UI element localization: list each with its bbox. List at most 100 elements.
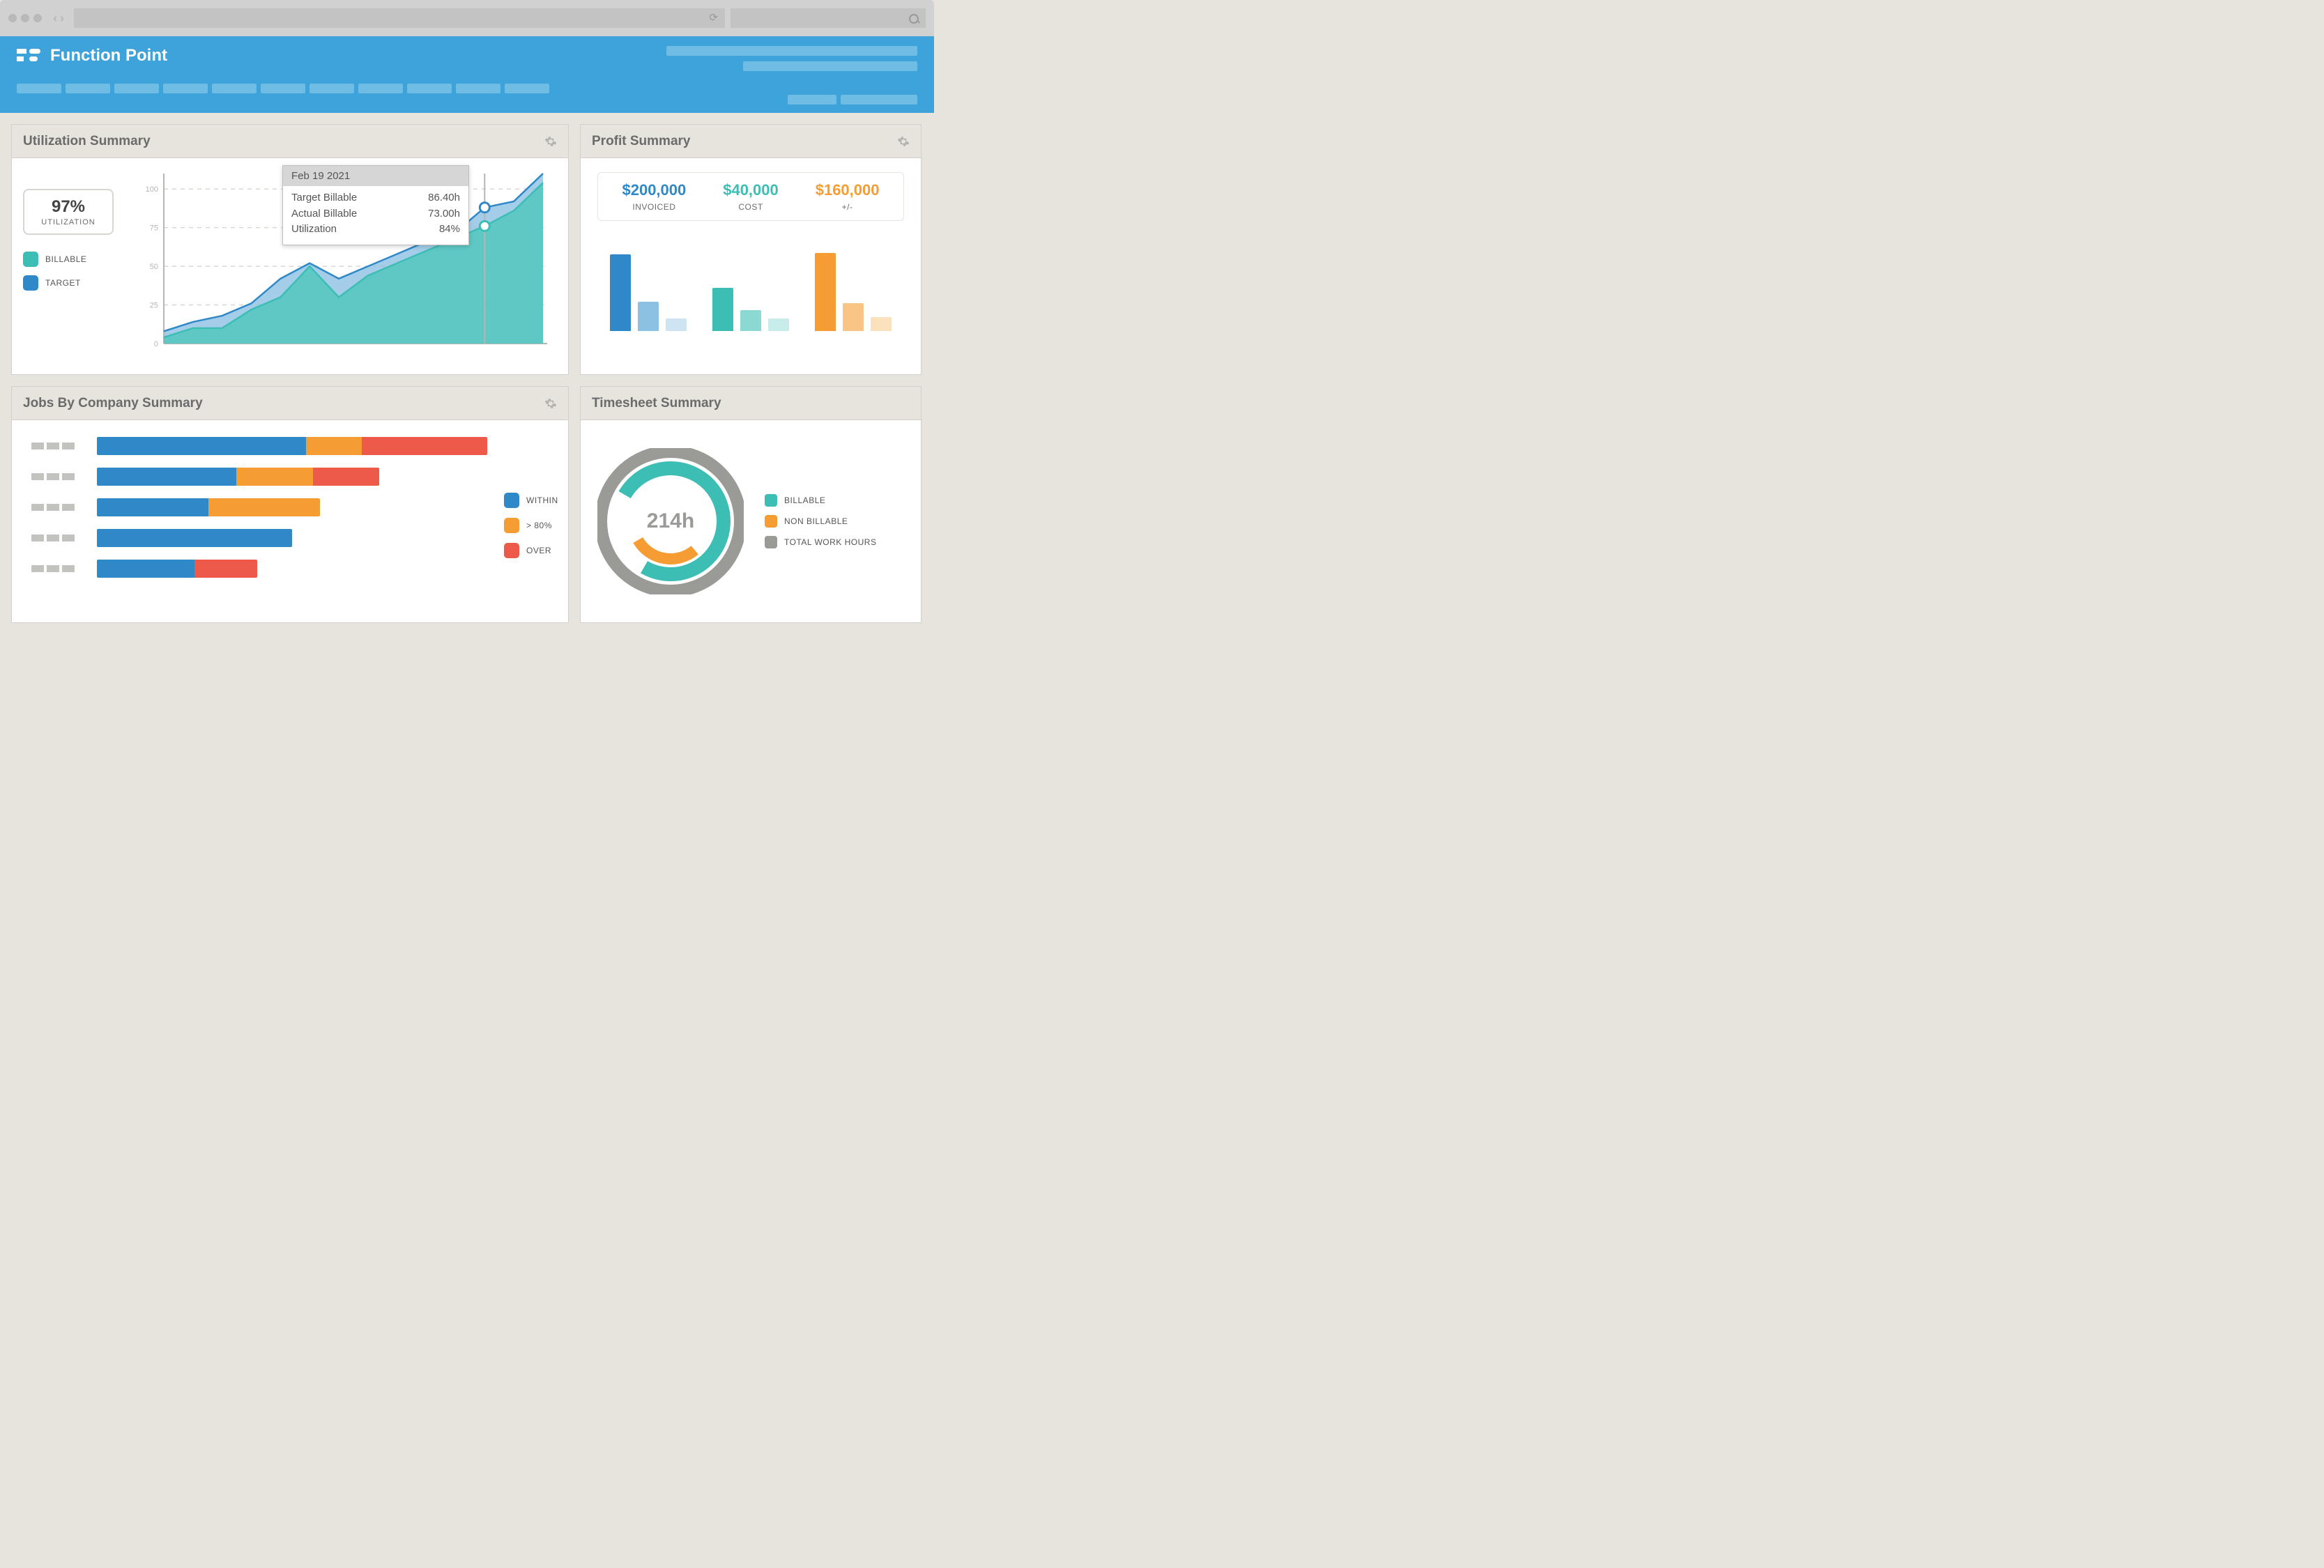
timesheet-donut: 214h [597, 448, 744, 594]
address-bar[interactable] [74, 8, 725, 28]
nav-tab[interactable] [66, 84, 110, 93]
nav-tab[interactable] [309, 84, 354, 93]
legend-item: BILLABLE [23, 252, 135, 267]
primary-nav[interactable] [17, 84, 917, 93]
panel-header: Profit Summary [581, 125, 921, 158]
stat-label: INVOICED [622, 202, 686, 212]
tooltip-row: Target Billable 86.40h [291, 190, 460, 206]
browser-chrome: ‹ › [0, 0, 934, 36]
tooltip-row-value: 86.40h [428, 190, 460, 206]
job-bar [97, 529, 292, 547]
utilization-badge: 97% UTILIZATION [23, 189, 114, 235]
utilization-chart: 0 25 50 75 100 Feb 19 2021 Target Billable 86… [143, 169, 557, 363]
gear-icon[interactable] [544, 135, 557, 148]
job-bar [97, 468, 379, 486]
panel-title: Profit Summary [592, 134, 690, 149]
nav-tab[interactable] [456, 84, 500, 93]
legend-item: TOTAL WORK HOURS [765, 536, 876, 548]
legend-color-chip [504, 518, 519, 533]
job-bar [97, 437, 487, 455]
forward-icon[interactable]: › [60, 11, 64, 26]
nav-tab[interactable] [505, 84, 549, 93]
stat-label: +/- [816, 202, 880, 212]
nav-tab[interactable] [17, 84, 61, 93]
job-row [31, 560, 487, 578]
svg-text:25: 25 [150, 302, 158, 310]
stat-value: $40,000 [723, 181, 779, 199]
jobs-legend: WITHIN > 80% OVER [504, 493, 558, 611]
legend-item: > 80% [504, 518, 558, 533]
company-label-placeholder [31, 535, 87, 541]
timesheet-body: 214h BILLABLE NON BILLABLE TOTAL WORK HOUR… [581, 420, 921, 622]
job-row [31, 498, 487, 516]
profit-bar [843, 303, 864, 331]
job-bar-segment [208, 498, 320, 516]
nav-tab[interactable] [163, 84, 208, 93]
company-label-placeholder [31, 565, 87, 572]
dashboard-grid: Utilization Summary 97% UTILIZATION BILL… [0, 113, 934, 634]
svg-text:75: 75 [150, 224, 158, 233]
utilization-panel: Utilization Summary 97% UTILIZATION BILL… [11, 124, 569, 375]
stat-value: $200,000 [622, 181, 686, 199]
window-dot[interactable] [33, 14, 42, 22]
profit-bar [712, 288, 733, 331]
legend-label: > 80% [526, 521, 552, 530]
stat-label: COST [723, 202, 779, 212]
legend-item: BILLABLE [765, 494, 876, 507]
profit-bar [768, 318, 789, 331]
jobs-rows [31, 437, 487, 611]
job-bar-segment [236, 468, 313, 486]
nav-tab[interactable] [407, 84, 452, 93]
browser-back-forward[interactable]: ‹ › [53, 11, 64, 26]
legend-color-chip [765, 515, 777, 528]
job-bar-segment [362, 437, 487, 455]
browser-search[interactable] [731, 8, 926, 28]
nav-tab[interactable] [261, 84, 305, 93]
legend-label: WITHIN [526, 495, 558, 505]
profit-bar [815, 253, 836, 331]
profit-bars [592, 240, 910, 331]
job-bar-segment [313, 468, 379, 486]
panel-title: Jobs By Company Summary [23, 396, 203, 411]
panel-header: Timesheet Summary [581, 387, 921, 420]
company-label-placeholder [31, 473, 87, 480]
svg-text:0: 0 [154, 340, 158, 348]
profit-bar [871, 317, 892, 331]
legend-item: TARGET [23, 275, 135, 291]
panel-title: Utilization Summary [23, 134, 151, 149]
tooltip-row-value: 73.00h [428, 206, 460, 222]
jobs-panel: Jobs By Company Summary WITHIN > 80% OVER [11, 386, 569, 623]
stat-value: $160,000 [816, 181, 880, 199]
legend-color-chip [504, 543, 519, 558]
job-bar [97, 560, 257, 578]
company-label-placeholder [31, 443, 87, 449]
job-bar [97, 498, 320, 516]
nav-tab[interactable] [212, 84, 257, 93]
legend-item: NON BILLABLE [765, 515, 876, 528]
window-dot[interactable] [8, 14, 17, 22]
svg-text:100: 100 [146, 185, 158, 194]
job-bar-segment [97, 498, 208, 516]
nav-tab[interactable] [358, 84, 403, 93]
profit-bar-group [712, 288, 789, 331]
tooltip-row-label: Target Billable [291, 190, 357, 206]
panel-header: Utilization Summary [12, 125, 568, 158]
nav-tab[interactable] [114, 84, 159, 93]
panel-title: Timesheet Summary [592, 396, 721, 411]
job-row [31, 437, 487, 455]
tooltip-date: Feb 19 2021 [283, 166, 468, 186]
back-icon[interactable]: ‹ [53, 11, 57, 26]
legend-label: TARGET [45, 278, 81, 288]
job-bar-segment [306, 437, 362, 455]
legend-label: TOTAL WORK HOURS [784, 537, 876, 547]
utilization-percent: 97% [30, 197, 107, 217]
timesheet-total: 214h [597, 448, 744, 594]
secondary-nav [788, 95, 917, 105]
gear-icon[interactable] [897, 135, 910, 148]
legend-item: OVER [504, 543, 558, 558]
job-bar-segment [97, 437, 306, 455]
svg-text:50: 50 [150, 263, 158, 271]
window-dot[interactable] [21, 14, 29, 22]
gear-icon[interactable] [544, 397, 557, 410]
company-label-placeholder [31, 504, 87, 511]
